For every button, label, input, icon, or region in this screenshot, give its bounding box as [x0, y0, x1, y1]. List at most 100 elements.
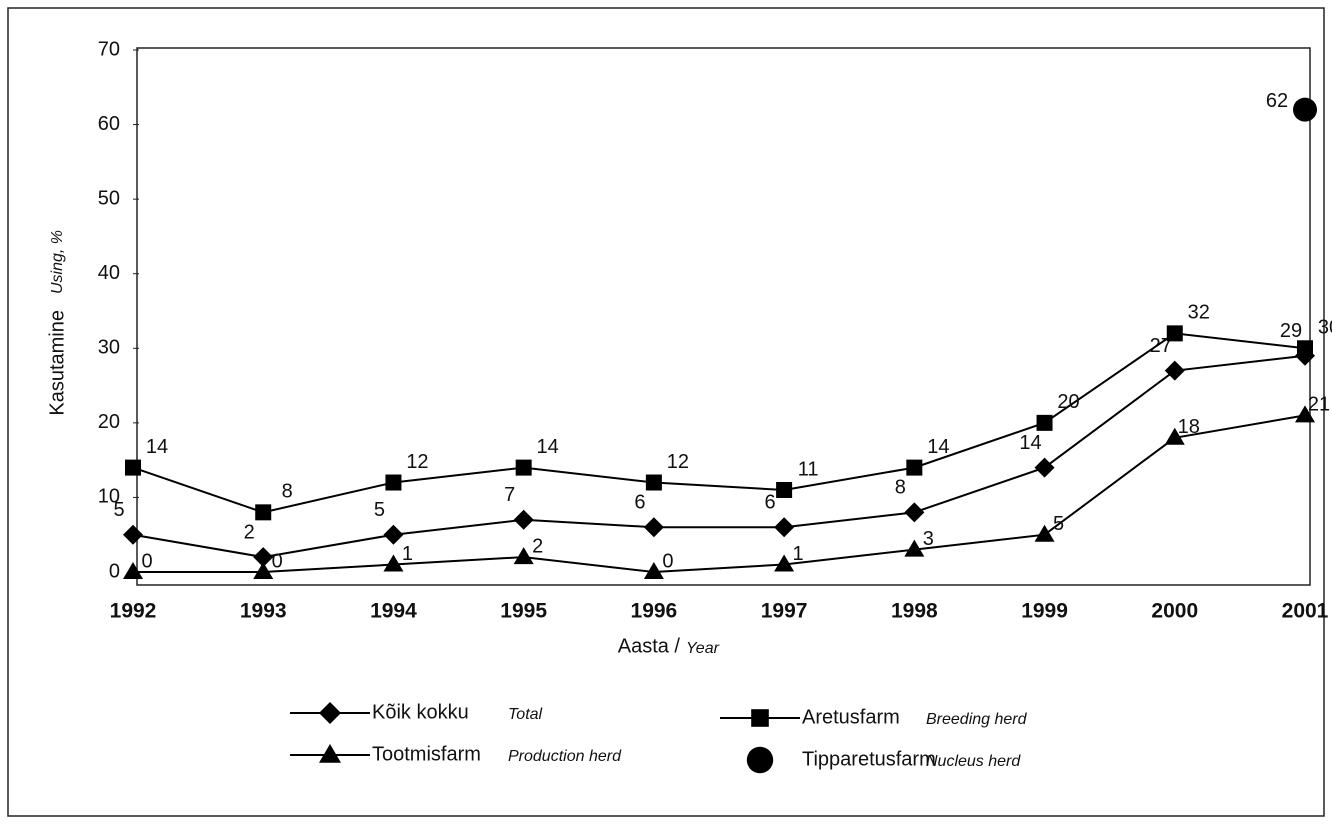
- data-label: 5: [374, 499, 385, 521]
- series-line: [133, 414, 1306, 574]
- x-tick-label: 1993: [240, 600, 287, 623]
- data-label: 8: [895, 477, 906, 499]
- square-marker: [515, 459, 532, 476]
- data-label: 14: [927, 436, 949, 458]
- x-tick-label: 1992: [110, 600, 157, 623]
- y-label-italic: Using, %: [49, 230, 66, 294]
- data-label: 14: [537, 436, 559, 458]
- y-label: Kasutamine: [46, 310, 68, 416]
- circle-marker: [746, 746, 774, 774]
- diamond-marker: [513, 509, 534, 530]
- diamond-marker: [319, 702, 341, 724]
- legend-label: Kõik kokku: [372, 701, 469, 723]
- triangle-marker: [123, 562, 143, 579]
- legend-sublabel: Production herd: [508, 748, 622, 765]
- data-label: 1: [402, 543, 413, 565]
- legend-label: Aretusfarm: [802, 706, 900, 728]
- x-tick-label: 1998: [891, 600, 938, 623]
- data-label: 21: [1308, 394, 1330, 416]
- triangle-marker: [1034, 524, 1055, 542]
- plot-area: [136, 47, 1311, 586]
- data-label: 29: [1280, 320, 1302, 342]
- diamond-marker: [253, 547, 274, 568]
- data-label: 5: [1053, 513, 1064, 535]
- y-tick-label: 20: [98, 411, 120, 433]
- triangle-marker: [383, 554, 404, 572]
- y-tick-label: 30: [98, 337, 120, 359]
- diamond-marker: [383, 524, 404, 545]
- data-label: 32: [1188, 302, 1210, 324]
- data-label: 27: [1150, 335, 1172, 357]
- triangle-marker: [643, 562, 664, 579]
- frame: [7, 7, 1325, 817]
- series-line: [132, 332, 1306, 514]
- data-label: 0: [141, 550, 152, 572]
- data-label: 12: [406, 451, 428, 473]
- data-label: 5: [113, 499, 124, 521]
- square-marker: [906, 459, 923, 476]
- data-label: 6: [634, 492, 645, 514]
- triangle-marker: [319, 744, 341, 763]
- x-label-italic: Year: [686, 640, 720, 657]
- data-label: 20: [1057, 391, 1079, 413]
- diamond-marker: [1034, 457, 1055, 478]
- y-tick-label: 50: [98, 187, 120, 209]
- x-tick-label: 1995: [500, 600, 547, 623]
- data-label: 3: [923, 528, 934, 550]
- legend-sublabel: Nucleus herd: [926, 753, 1021, 770]
- diamond-marker: [774, 517, 795, 538]
- circle-marker: [1293, 97, 1317, 122]
- square-marker: [255, 504, 272, 521]
- data-label: 11: [798, 458, 819, 480]
- data-label: 14: [146, 436, 168, 458]
- triangle-marker: [513, 547, 534, 565]
- x-label: Aasta /: [618, 635, 681, 657]
- data-label: 7: [504, 484, 515, 506]
- data-label: 2: [244, 521, 255, 543]
- data-label: 12: [667, 451, 689, 473]
- x-tick-label: 2001: [1282, 600, 1329, 623]
- data-label: 62: [1266, 90, 1288, 112]
- diamond-marker: [1164, 360, 1185, 381]
- x-tick-label: 1999: [1021, 600, 1068, 623]
- y-tick-label: 10: [98, 486, 120, 508]
- square-marker: [125, 459, 141, 476]
- legend-label: Tipparetusfarm: [802, 748, 936, 770]
- diamond-marker: [904, 502, 925, 523]
- data-label: 1: [793, 543, 804, 565]
- data-label: 6: [765, 492, 776, 514]
- square-marker: [385, 474, 402, 491]
- triangle-marker: [774, 554, 795, 572]
- data-label: 0: [662, 550, 673, 572]
- data-label: 18: [1178, 416, 1200, 438]
- x-tick-label: 1994: [370, 600, 417, 623]
- y-axis-label: Kasutamine Using, %: [46, 230, 68, 416]
- square-marker: [776, 481, 793, 498]
- triangle-marker: [253, 562, 274, 579]
- data-label: 2: [532, 535, 543, 557]
- square-marker: [1297, 340, 1313, 357]
- legend-label: Tootmisfarm: [372, 743, 481, 765]
- triangle-marker: [1164, 427, 1185, 445]
- x-tick-label: 1996: [631, 600, 678, 623]
- data-label: 0: [272, 550, 283, 572]
- square-marker: [1036, 414, 1053, 431]
- diamond-marker: [123, 524, 143, 545]
- triangle-marker: [1295, 405, 1315, 423]
- legend-sublabel: Breeding herd: [926, 711, 1028, 728]
- x-tick-label: 2000: [1151, 600, 1198, 623]
- triangle-marker: [904, 539, 925, 557]
- data-label: 8: [282, 481, 293, 503]
- y-tick-label: 60: [98, 113, 120, 135]
- data-label: 30: [1318, 317, 1332, 339]
- legend-sublabel: Total: [508, 706, 543, 723]
- y-tick-label: 70: [98, 38, 120, 60]
- y-tick-label: 0: [109, 560, 120, 582]
- y-tick-label: 40: [98, 262, 120, 284]
- x-tick-label: 1997: [761, 600, 808, 623]
- square-marker: [751, 709, 769, 727]
- diamond-marker: [643, 517, 664, 538]
- square-marker: [1166, 325, 1183, 342]
- data-label: 14: [1019, 432, 1041, 454]
